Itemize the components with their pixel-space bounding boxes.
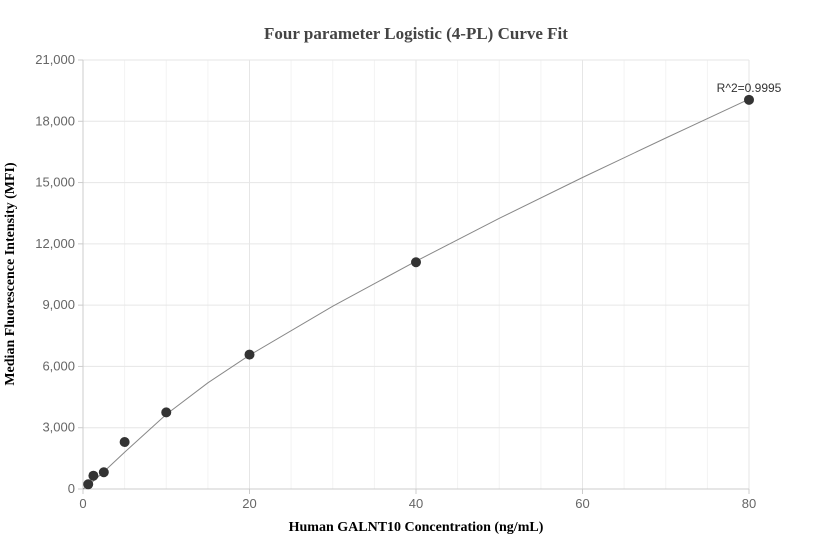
grid-layer: [83, 59, 750, 489]
x-tick-label: 20: [242, 496, 256, 511]
data-point: [98, 467, 109, 478]
y-axis-title: Median Fluorescence Intensity (MFI): [3, 162, 18, 386]
data-point: [161, 407, 172, 418]
axis-layer: 0 3,000 6,000 9,000 12,000 15,000 18,000 21,000…: [35, 52, 756, 511]
y-tick-label: 0: [68, 481, 75, 496]
y-tick-label: 15,000: [35, 175, 75, 190]
x-tick-label: 60: [575, 496, 589, 511]
data-points-layer: [83, 94, 754, 490]
y-tick-label: 3,000: [42, 420, 75, 435]
chart-title: Four parameter Logistic (4-PL) Curve Fit: [264, 24, 568, 43]
x-tick-label: 40: [409, 496, 423, 511]
x-tick-label: 80: [742, 496, 756, 511]
y-tick-label: 6,000: [42, 358, 75, 373]
y-tick-label: 12,000: [35, 236, 75, 251]
y-tick-label: 18,000: [35, 113, 75, 128]
y-tick-label: 9,000: [42, 297, 75, 312]
y-tick-label: 21,000: [35, 52, 75, 67]
data-point: [244, 349, 255, 360]
x-tick-label: 0: [79, 496, 86, 511]
data-point: [119, 437, 130, 448]
r-squared-annotation: R^2=0.9995: [717, 81, 782, 95]
data-point: [411, 257, 421, 268]
data-point: [83, 479, 94, 490]
data-point: [744, 94, 754, 105]
data-point: [88, 470, 99, 481]
x-axis-title: Human GALNT10 Concentration (ng/mL): [289, 520, 544, 535]
